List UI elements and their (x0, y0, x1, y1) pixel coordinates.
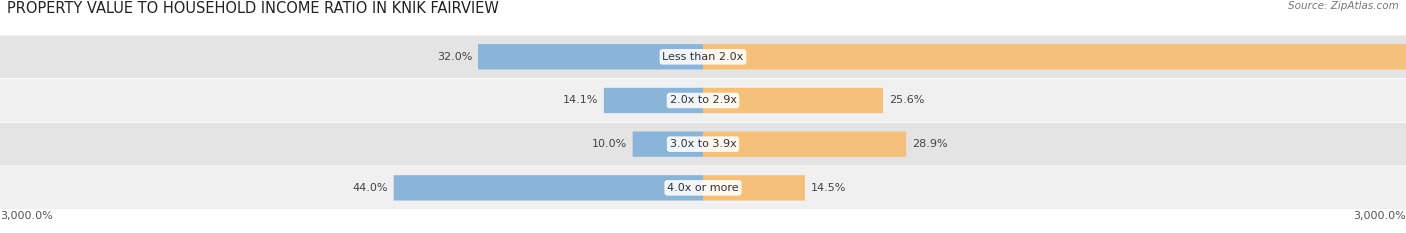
FancyBboxPatch shape (703, 175, 804, 201)
Text: 3,000.0%: 3,000.0% (0, 211, 53, 221)
Text: 4.0x or more: 4.0x or more (668, 183, 738, 193)
Text: 2.0x to 2.9x: 2.0x to 2.9x (669, 96, 737, 106)
Text: 44.0%: 44.0% (353, 183, 388, 193)
Text: 14.5%: 14.5% (811, 183, 846, 193)
Text: Less than 2.0x: Less than 2.0x (662, 52, 744, 62)
Text: 28.9%: 28.9% (912, 139, 948, 149)
FancyBboxPatch shape (0, 123, 1406, 166)
FancyBboxPatch shape (478, 44, 703, 69)
FancyBboxPatch shape (633, 131, 703, 157)
Text: Source: ZipAtlas.com: Source: ZipAtlas.com (1288, 1, 1399, 11)
Text: 32.0%: 32.0% (437, 52, 472, 62)
Text: 3,000.0%: 3,000.0% (1353, 211, 1406, 221)
FancyBboxPatch shape (703, 131, 905, 157)
Text: 10.0%: 10.0% (592, 139, 627, 149)
FancyBboxPatch shape (0, 166, 1406, 209)
FancyBboxPatch shape (703, 88, 883, 113)
FancyBboxPatch shape (605, 88, 703, 113)
FancyBboxPatch shape (0, 35, 1406, 78)
Text: PROPERTY VALUE TO HOUSEHOLD INCOME RATIO IN KNIK FAIRVIEW: PROPERTY VALUE TO HOUSEHOLD INCOME RATIO… (7, 1, 499, 16)
Text: 14.1%: 14.1% (562, 96, 598, 106)
Text: 3.0x to 3.9x: 3.0x to 3.9x (669, 139, 737, 149)
Text: 25.6%: 25.6% (889, 96, 924, 106)
FancyBboxPatch shape (703, 44, 1406, 69)
FancyBboxPatch shape (0, 79, 1406, 122)
FancyBboxPatch shape (394, 175, 703, 201)
